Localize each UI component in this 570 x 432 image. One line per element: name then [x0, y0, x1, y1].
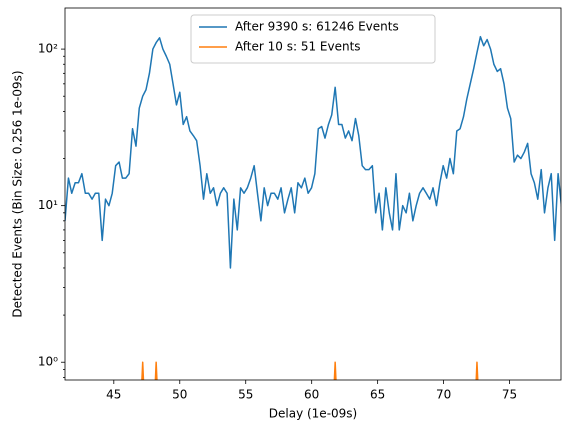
- y-tick-label: 10²: [38, 42, 58, 56]
- data-line: [65, 35, 561, 269]
- x-tick-label: 45: [106, 388, 121, 402]
- x-tick-label: 70: [436, 388, 451, 402]
- legend-label: After 9390 s: 61246 Events: [235, 20, 399, 34]
- y-tick-label: 10⁰: [38, 355, 58, 369]
- plot-frame: [64, 7, 562, 381]
- x-tick-label: 55: [238, 388, 253, 402]
- y-tick-label: 10¹: [38, 198, 58, 212]
- plot-area: [65, 35, 561, 380]
- legend: After 9390 s: 61246 Events After 10 s: 51…: [190, 14, 436, 64]
- y-axis-label: Detected Events (Bin Size: 0.256 1e-09s): [11, 70, 25, 317]
- x-axis-label: Delay (1e-09s): [269, 407, 357, 421]
- x-tick-label: 65: [370, 388, 385, 402]
- x-tick-label: 60: [304, 388, 319, 402]
- legend-label: After 10 s: 51 Events: [235, 40, 361, 54]
- x-tick-label: 50: [172, 388, 187, 402]
- x-tick-label: 75: [502, 388, 517, 402]
- legend-box: [190, 14, 436, 64]
